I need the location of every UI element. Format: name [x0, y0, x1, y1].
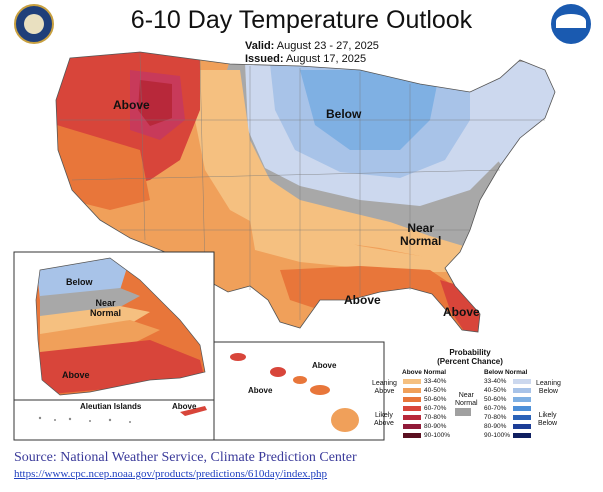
legend-below-range: 40-50% [484, 387, 507, 394]
legend-likely-above: Likely Above [374, 412, 394, 427]
label-aleutian-islands: Aleutian Islands [80, 402, 142, 411]
aleutian-inset-frame [13, 399, 215, 441]
legend-above-swatch [403, 379, 421, 384]
legend-likely-below: Likely Below [538, 412, 558, 427]
legend-above-range: 40-50% [424, 387, 447, 394]
legend-title: Probability (Percent Chance) [437, 348, 503, 366]
legend-above-swatch [403, 433, 421, 438]
issued-line: Issued: August 17, 2025 [245, 53, 366, 65]
legend-below-range: 60-70% [484, 405, 507, 412]
legend-above-header: Above Normal [402, 369, 447, 376]
label-hawaii-above-2: Above [248, 386, 273, 395]
label-alaska-above: Above [62, 370, 90, 380]
label-below-mw: Below [326, 107, 362, 121]
legend-below-swatch [513, 397, 531, 402]
legend-below-swatch [513, 415, 531, 420]
label-alaska-below: Below [66, 277, 93, 287]
label-above-fl: Above [443, 305, 480, 319]
legend-below-range: 70-80% [484, 414, 507, 421]
legend-below-swatch [513, 424, 531, 429]
label-above-gulf: Above [344, 293, 381, 307]
legend-leaning-below: Leaning Below [536, 380, 561, 395]
legend-near-normal: Near Normal [455, 392, 478, 407]
legend-above-range: 70-80% [424, 414, 447, 421]
legend-below-swatch [513, 433, 531, 438]
issued-label: Issued: [245, 53, 284, 65]
legend-above-range: 80-90% [424, 423, 447, 430]
legend-near-swatch [455, 408, 471, 416]
legend-below-swatch [513, 406, 531, 411]
noaa-logo-icon [551, 4, 591, 44]
legend-above-swatch [403, 424, 421, 429]
legend-leaning-above: Leaning Above [372, 380, 397, 395]
legend-above-swatch [403, 415, 421, 420]
state-borders [60, 53, 545, 320]
legend-above-swatch [403, 406, 421, 411]
valid-label: Valid: [245, 40, 275, 52]
legend-below-range: 90-100% [484, 432, 511, 439]
legend-below-range: 50-60% [484, 396, 507, 403]
label-aleutian-above: Above [172, 402, 197, 411]
label-above-nw: Above [113, 98, 150, 112]
label-near-normal: Near Normal [400, 221, 442, 248]
legend-above-range: 33-40% [424, 378, 447, 385]
page-title: 6-10 Day Temperature Outlook [130, 6, 473, 34]
legend-above-swatch [403, 397, 421, 402]
legend-below-range: 33-40% [484, 378, 507, 385]
legend-below-range: 80-90% [484, 423, 507, 430]
source-url-link[interactable]: https://www.cpc.ncep.noaa.gov/products/p… [14, 468, 328, 480]
legend-above-range: 60-70% [424, 405, 447, 412]
legend-below-swatch [513, 379, 531, 384]
legend-above-range: 50-60% [424, 396, 447, 403]
legend-above-range: 90-100% [424, 432, 451, 439]
issued-date: August 17, 2025 [285, 53, 367, 65]
label-hawaii-above-1: Above [312, 361, 337, 370]
commerce-seal-icon [14, 4, 54, 44]
legend-below-swatch [513, 388, 531, 393]
legend-below-header: Below Normal [484, 369, 528, 376]
valid-line: Valid: August 23 - 27, 2025 [245, 40, 379, 52]
hawaii-islands-shape [230, 353, 359, 432]
valid-dates: August 23 - 27, 2025 [276, 40, 379, 52]
source-text: Source: National Weather Service, Climat… [14, 450, 357, 465]
label-alaska-near: Near Normal [90, 298, 122, 318]
legend-above-swatch [403, 388, 421, 393]
aleutian-islands-shape [38, 406, 207, 423]
